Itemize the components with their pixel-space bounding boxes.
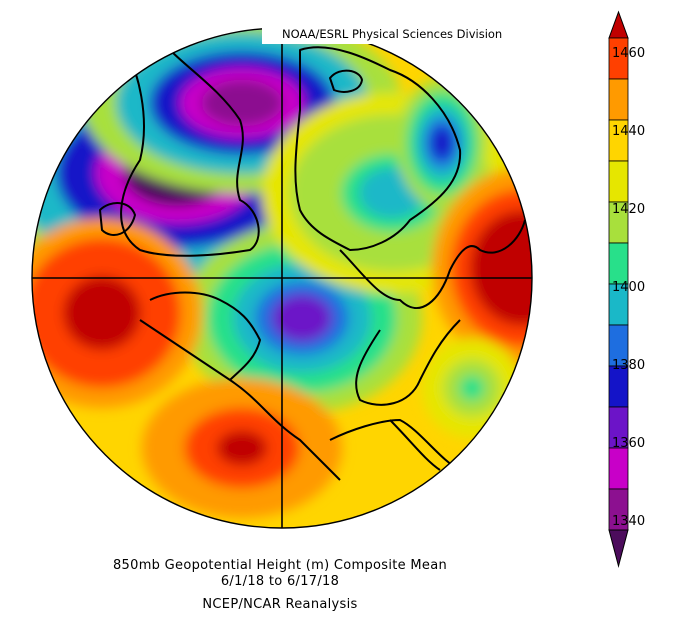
lobe-greenland-high-contour-4	[201, 80, 283, 126]
colorbar-label-1460: 1460	[612, 46, 646, 61]
colorbar-label-1340: 1340	[612, 514, 646, 529]
colorbar-band-3	[608, 160, 629, 203]
colorbar	[608, 10, 629, 568]
lobe-pacific-high-contour-4	[76, 289, 128, 337]
caption-source: NCEP/NCAR Reanalysis	[202, 597, 358, 612]
greenland-coast	[294, 46, 462, 251]
meridian-lines	[32, 28, 532, 528]
credit-label: NOAA/ESRL Physical Sciences Division	[262, 24, 530, 44]
colorbar-label-1420: 1420	[612, 202, 646, 217]
colorbar-label-1380: 1380	[612, 358, 646, 373]
canada-archipelago	[339, 219, 526, 310]
caption-title: 850mb Geopotential Height (m) Composite …	[112, 558, 448, 573]
height-field	[32, 28, 532, 528]
alaska-coast	[139, 319, 341, 481]
svalbard-coast	[329, 69, 363, 93]
lobe-baffin-low-contour-4	[430, 126, 454, 160]
eurasia-coast	[119, 39, 260, 257]
colorbar-label-1440: 1440	[612, 124, 646, 139]
hudson-coast	[355, 319, 461, 406]
colorbar-cap-high	[608, 10, 629, 39]
lobe-atlantic-high-contour-4	[499, 242, 532, 294]
lobe-central-low-contour-4	[271, 294, 333, 342]
lobe-alaska-high-contour-4	[216, 430, 268, 466]
caption-dates: 6/1/18 to 6/17/18	[220, 574, 340, 589]
siberia-coast	[149, 291, 261, 381]
colorbar-band-5	[608, 242, 629, 285]
colorbar-band-10	[608, 447, 629, 490]
scandinavia-coast	[99, 202, 136, 236]
lobe-europe-green-contour-4	[459, 375, 485, 401]
colorbar-cap-low	[608, 529, 629, 568]
border-line	[389, 419, 441, 471]
colorbar-label-1360: 1360	[612, 436, 646, 451]
colorbar-label-1400: 1400	[612, 280, 646, 295]
colorbar-band-1	[608, 78, 629, 121]
